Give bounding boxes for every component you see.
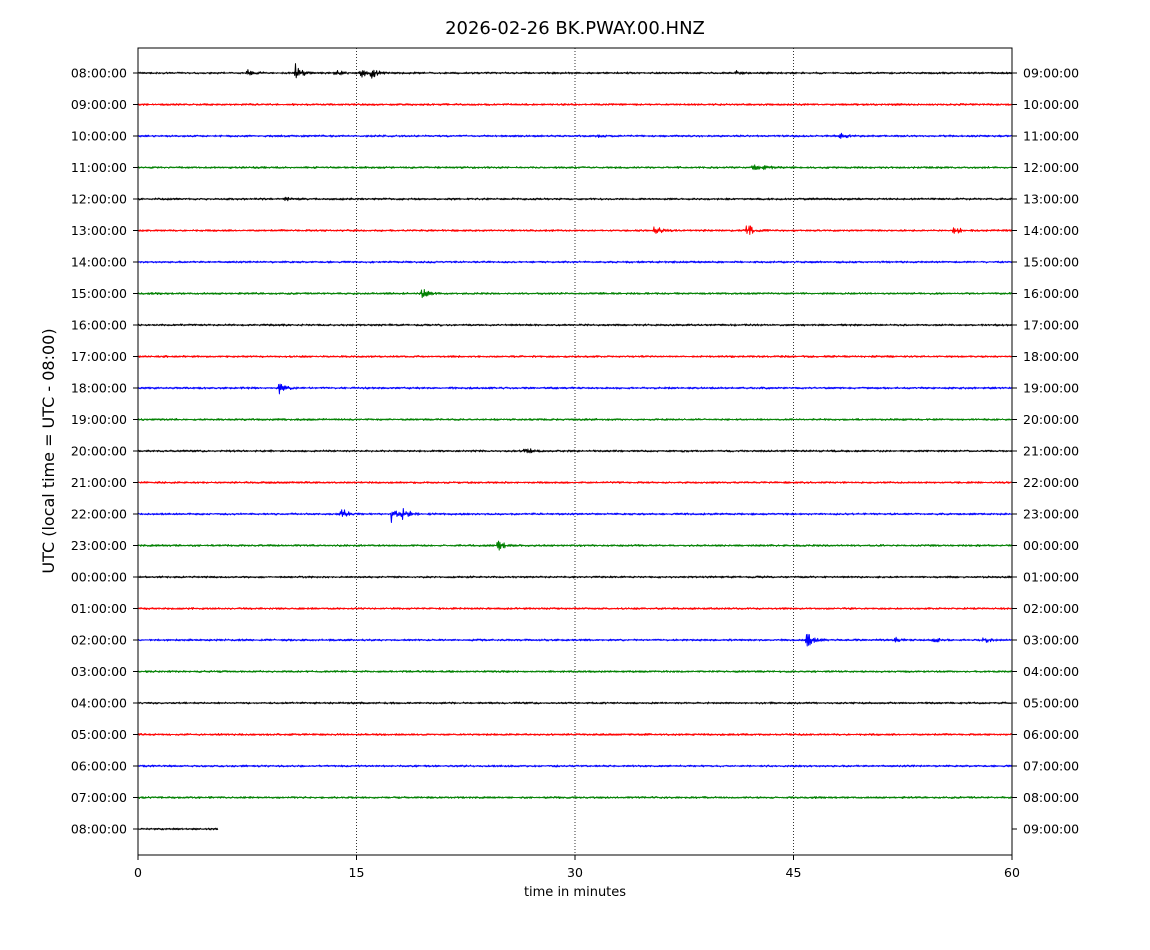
y-tick-label-right: 15:00:00 bbox=[1023, 255, 1079, 270]
chart-title: 2026-02-26 BK.PWAY.00.HNZ bbox=[445, 18, 705, 39]
trace-line bbox=[137, 508, 1012, 523]
y-tick-label-left: 10:00:00 bbox=[71, 129, 127, 144]
trace-line bbox=[137, 480, 1012, 485]
trace-line bbox=[137, 196, 1013, 202]
y-tick-label-left: 08:00:00 bbox=[71, 822, 127, 837]
y-tick-label-left: 07:00:00 bbox=[71, 790, 127, 805]
y-tick-label-left: 11:00:00 bbox=[71, 160, 127, 175]
y-tick-label-right: 18:00:00 bbox=[1023, 349, 1079, 364]
y-tick-label-right: 11:00:00 bbox=[1023, 129, 1079, 144]
trace-line bbox=[137, 633, 1012, 647]
y-tick-label-left: 17:00:00 bbox=[71, 349, 127, 364]
y-tick-label-left: 00:00:00 bbox=[71, 570, 127, 585]
y-tick-label-left: 20:00:00 bbox=[71, 444, 127, 459]
y-tick-label-left: 08:00:00 bbox=[71, 66, 127, 81]
y-tick-label-left: 03:00:00 bbox=[71, 664, 127, 679]
y-tick-label-left: 06:00:00 bbox=[71, 759, 127, 774]
trace-line bbox=[137, 606, 1012, 611]
y-tick-label-left: 01:00:00 bbox=[71, 601, 127, 616]
trace-group bbox=[137, 63, 1013, 831]
trace-line bbox=[137, 225, 1013, 235]
y-tick-label-left: 04:00:00 bbox=[71, 696, 127, 711]
y-tick-label-left: 19:00:00 bbox=[71, 412, 127, 427]
y-tick-label-right: 07:00:00 bbox=[1023, 759, 1079, 774]
trace-line bbox=[137, 354, 1013, 359]
y-tick-label-right: 06:00:00 bbox=[1023, 727, 1079, 742]
trace-line bbox=[137, 288, 1013, 299]
trace-line bbox=[137, 540, 1013, 551]
y-tick-label-left: 05:00:00 bbox=[71, 727, 127, 742]
y-tick-label-right: 03:00:00 bbox=[1023, 633, 1079, 648]
y-tick-label-left: 18:00:00 bbox=[71, 381, 127, 396]
x-tick-label: 30 bbox=[567, 865, 583, 880]
y-tick-label-right: 21:00:00 bbox=[1023, 444, 1079, 459]
y-axis-label: UTC (local time = UTC - 08:00) bbox=[39, 328, 58, 573]
y-tick-label-right: 09:00:00 bbox=[1023, 822, 1079, 837]
x-tick-label: 0 bbox=[134, 865, 142, 880]
y-tick-label-left: 14:00:00 bbox=[71, 255, 127, 270]
x-axis-label: time in minutes bbox=[524, 885, 626, 900]
x-tick-label: 60 bbox=[1004, 865, 1020, 880]
y-tick-label-right: 02:00:00 bbox=[1023, 601, 1079, 616]
y-tick-label-right: 22:00:00 bbox=[1023, 475, 1079, 490]
y-tick-label-right: 04:00:00 bbox=[1023, 664, 1079, 679]
y-tick-label-left: 02:00:00 bbox=[71, 633, 127, 648]
trace-line bbox=[137, 63, 1013, 79]
y-tick-label-right: 23:00:00 bbox=[1023, 507, 1079, 522]
y-tick-label-right: 09:00:00 bbox=[1023, 66, 1079, 81]
trace-line bbox=[137, 417, 1012, 422]
y-tick-label-right: 10:00:00 bbox=[1023, 97, 1079, 112]
trace-line bbox=[137, 732, 1013, 737]
y-tick-label-right: 14:00:00 bbox=[1023, 223, 1079, 238]
trace-line bbox=[137, 448, 1013, 454]
y-tick-label-right: 00:00:00 bbox=[1023, 538, 1079, 553]
y-tick-label-right: 16:00:00 bbox=[1023, 286, 1079, 301]
y-tick-label-right: 17:00:00 bbox=[1023, 318, 1079, 333]
y-tick-label-right: 19:00:00 bbox=[1023, 381, 1079, 396]
y-tick-label-right: 12:00:00 bbox=[1023, 160, 1079, 175]
y-tick-label-left: 15:00:00 bbox=[71, 286, 127, 301]
trace-line bbox=[137, 164, 1013, 171]
y-tick-label-left: 13:00:00 bbox=[71, 223, 127, 238]
y-tick-label-left: 09:00:00 bbox=[71, 97, 127, 112]
trace-line bbox=[137, 132, 1012, 139]
y-tick-label-right: 01:00:00 bbox=[1023, 570, 1079, 585]
trace-line bbox=[137, 764, 1013, 768]
x-tick-label: 45 bbox=[786, 865, 802, 880]
y-tick-label-left: 22:00:00 bbox=[71, 507, 127, 522]
y-tick-label-right: 20:00:00 bbox=[1023, 412, 1079, 427]
x-tick-label: 15 bbox=[349, 865, 365, 880]
y-tick-label-left: 21:00:00 bbox=[71, 475, 127, 490]
x-ticks: 0 15 30 45 60 bbox=[134, 855, 1020, 880]
y-tick-label-right: 13:00:00 bbox=[1023, 192, 1079, 207]
trace-line bbox=[137, 827, 219, 831]
trace-line bbox=[137, 102, 1013, 107]
trace-line bbox=[137, 669, 1012, 674]
trace-line bbox=[137, 260, 1013, 264]
trace-line bbox=[137, 323, 1013, 327]
y-tick-label-left: 23:00:00 bbox=[71, 538, 127, 553]
trace-line bbox=[137, 795, 1012, 800]
y-tick-label-left: 12:00:00 bbox=[71, 192, 127, 207]
trace-line bbox=[137, 575, 1013, 579]
grid-lines bbox=[356, 48, 794, 855]
y-tick-label-right: 05:00:00 bbox=[1023, 696, 1079, 711]
trace-line bbox=[137, 383, 1012, 395]
trace-line bbox=[137, 701, 1012, 705]
y-ticks: 08:00:00 09:00:00 10:00:00 11:00:00 12:00:00… bbox=[71, 66, 1079, 837]
y-tick-label-right: 08:00:00 bbox=[1023, 790, 1079, 805]
y-tick-label-left: 16:00:00 bbox=[71, 318, 127, 333]
